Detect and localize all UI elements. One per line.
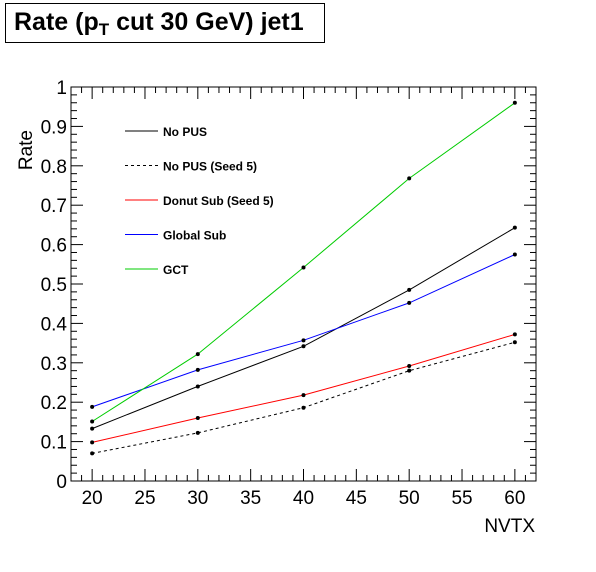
data-point	[196, 352, 200, 356]
y-tick-label: 0.4	[41, 314, 68, 335]
data-point	[196, 384, 200, 388]
data-point	[90, 420, 94, 424]
data-point	[302, 338, 306, 342]
x-axis-title: NVTX	[484, 516, 535, 537]
axes-layer: 20 25 30 35 40 45 50 55 60 0 0.1 0.2 0.3 0.4 0.5 0.6 0.7…	[41, 78, 536, 509]
y-tick-label: 0	[56, 472, 67, 493]
data-point	[513, 101, 517, 105]
data-point	[513, 332, 517, 336]
y-tick-label: 0.6	[41, 236, 67, 257]
series-line	[92, 342, 515, 453]
chart-title-box: Rate (pT cut 30 GeV) jet1	[5, 3, 325, 43]
x-tick-label: 20	[82, 488, 103, 509]
data-point	[302, 344, 306, 348]
data-point	[513, 226, 517, 230]
data-point	[407, 301, 411, 305]
data-point	[513, 252, 517, 256]
series-layer	[90, 101, 517, 456]
chart-title-prefix: Rate (p	[14, 8, 99, 36]
data-point	[407, 364, 411, 368]
data-point	[407, 176, 411, 180]
series-line	[92, 228, 515, 429]
series-line	[92, 103, 515, 422]
y-tick-label: 0.1	[41, 433, 67, 454]
legend-label: GCT	[163, 263, 189, 277]
data-point	[196, 431, 200, 435]
data-point	[302, 265, 306, 269]
data-point	[407, 288, 411, 292]
x-tick-label: 30	[187, 488, 208, 509]
plot-frame	[71, 87, 536, 481]
legend-label: Donut Sub (Seed 5)	[163, 194, 274, 208]
data-point	[90, 405, 94, 409]
series-line	[92, 334, 515, 442]
data-point	[196, 368, 200, 372]
data-point	[407, 369, 411, 373]
x-tick-label: 35	[240, 488, 261, 509]
y-tick-label: 0.2	[41, 393, 67, 414]
y-axis-title: Rate	[16, 130, 37, 170]
x-tick-label: 45	[346, 488, 367, 509]
legend-label: Global Sub	[163, 229, 226, 243]
data-point	[90, 440, 94, 444]
y-tick-label: 0.5	[41, 275, 67, 296]
data-point	[90, 451, 94, 455]
data-point	[302, 393, 306, 397]
y-tick-label: 0.8	[41, 157, 67, 178]
x-tick-label: 60	[504, 488, 525, 509]
y-tick-label: 0.9	[41, 117, 67, 138]
chart-title: Rate (pT cut 30 GeV) jet1	[14, 8, 304, 40]
x-tick-label: 40	[293, 488, 314, 509]
chart-title-subscript: T	[99, 20, 109, 39]
data-point	[90, 427, 94, 431]
data-point	[302, 406, 306, 410]
legend: No PUS No PUS (Seed 5) Donut Sub (Seed 5) G…	[125, 125, 274, 277]
y-tick-label: 1	[56, 78, 67, 99]
series-line	[92, 255, 515, 407]
chart-title-suffix: cut 30 GeV) jet1	[109, 8, 304, 36]
x-tick-label: 55	[451, 488, 472, 509]
x-tick-label: 25	[134, 488, 155, 509]
x-tick-label: 50	[399, 488, 420, 509]
data-point	[513, 340, 517, 344]
legend-label: No PUS	[163, 125, 207, 139]
data-point	[196, 416, 200, 420]
legend-label: No PUS (Seed 5)	[163, 160, 257, 174]
y-tick-label: 0.7	[41, 196, 67, 217]
y-tick-label: 0.3	[41, 354, 67, 375]
